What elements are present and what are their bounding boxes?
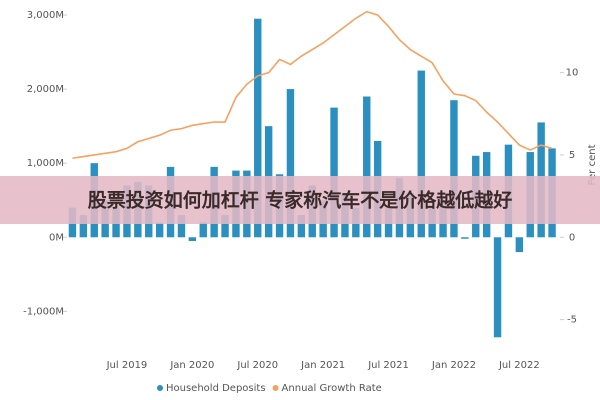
bar [254, 18, 262, 238]
y2-tick-label: -5 [567, 315, 577, 326]
legend-marker [157, 385, 163, 391]
y-tick-label: -1,000M [23, 306, 64, 317]
x-tick-label: Jan 2020 [169, 360, 214, 371]
y-tick-label: 0M [49, 232, 64, 243]
bar [199, 222, 207, 238]
y2-tick-label: 0 [569, 232, 575, 243]
banner-background [0, 176, 600, 224]
x-tick-label: Jul 2020 [236, 360, 278, 371]
y2-tick-label: 5 [569, 150, 575, 161]
legend-marker [272, 385, 279, 391]
x-tick-label: Jul 2021 [367, 360, 409, 371]
y-tick-label: 3,000M [27, 10, 64, 21]
bar [450, 100, 458, 238]
bar [493, 237, 502, 338]
bar [417, 70, 425, 238]
legend-label: Household Deposits [166, 383, 266, 394]
bar [297, 215, 306, 238]
bar [188, 237, 197, 241]
bar [286, 89, 295, 238]
bar [155, 222, 164, 238]
bar [177, 215, 186, 238]
banner-text: 股票投资如何加杠杆 专家称汽车不是价格越低越好 [88, 189, 513, 212]
x-tick-label: Jan 2022 [431, 360, 476, 371]
y2-axis-title: Per cent [587, 144, 598, 185]
y-tick-label: 1,000M [27, 158, 64, 169]
bar [515, 237, 524, 253]
bar [79, 215, 88, 238]
bar [330, 107, 338, 238]
line [72, 10, 553, 160]
bar [363, 96, 371, 238]
x-tick-label: Jul 2019 [106, 360, 148, 371]
x-tick-label: Jan 2021 [300, 360, 345, 371]
y-tick-label: 2,000M [27, 84, 64, 95]
bar [461, 237, 469, 239]
y2-tick-label: 10 [566, 68, 579, 79]
bar [221, 215, 229, 238]
x-tick-label: Jul 2022 [498, 360, 540, 371]
legend-label: Annual Growth Rate [282, 383, 382, 394]
